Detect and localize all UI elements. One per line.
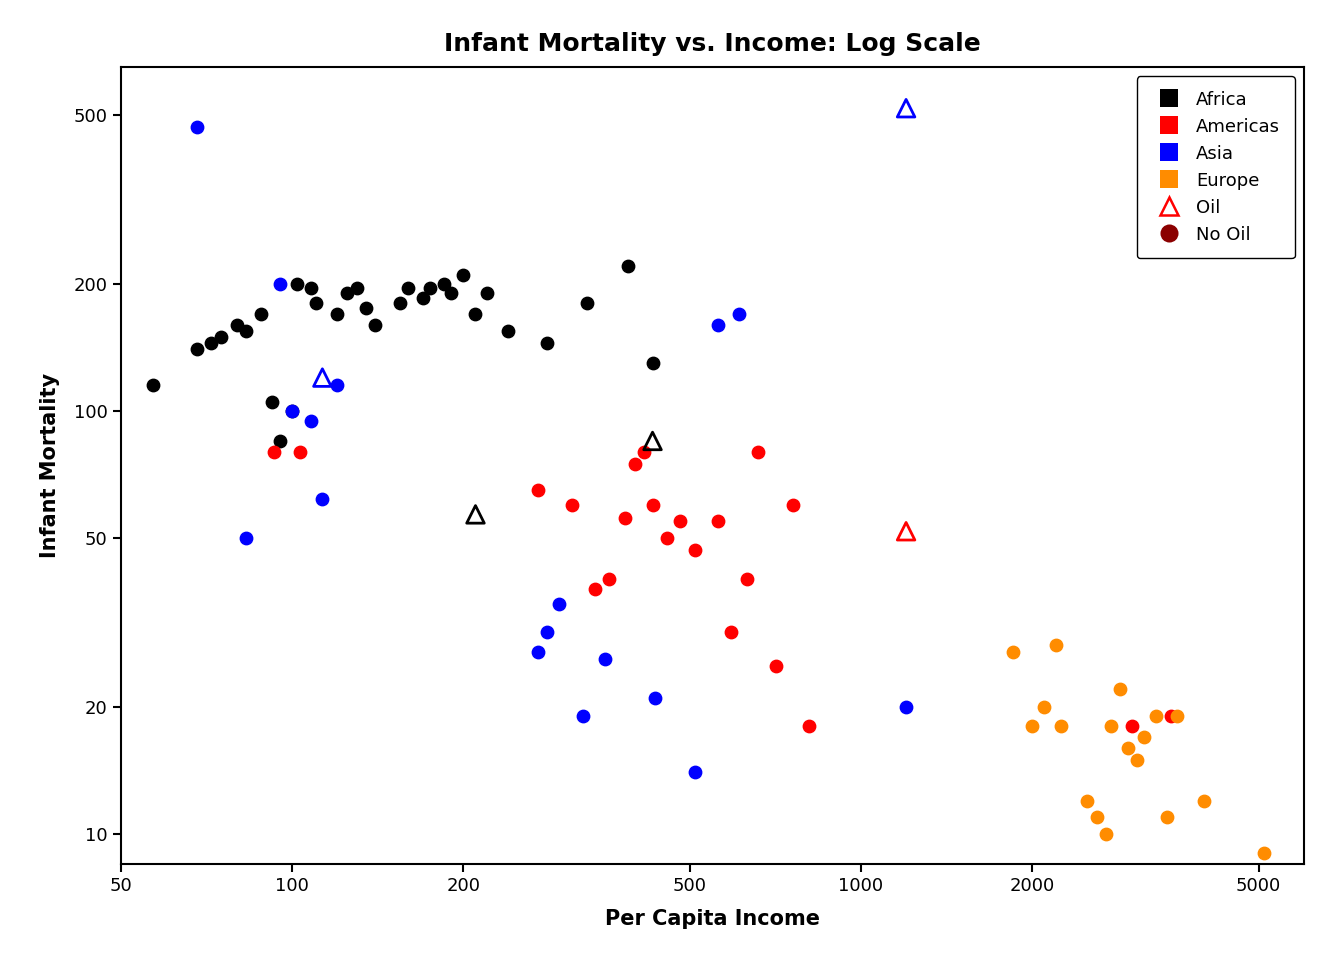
Point: [439, 285, 461, 300]
Point: [536, 335, 558, 350]
Point: [1086, 809, 1107, 825]
Point: [1051, 718, 1073, 733]
Point: [707, 514, 728, 529]
Point: [642, 497, 664, 513]
Point: [269, 433, 290, 448]
Point: [1253, 846, 1274, 861]
Point: [301, 413, 323, 428]
Point: [301, 280, 323, 296]
Point: [560, 497, 582, 513]
Point: [536, 625, 558, 640]
Point: [1003, 644, 1024, 660]
Point: [142, 377, 164, 393]
Point: [269, 276, 290, 292]
Point: [548, 596, 570, 612]
Point: [476, 285, 497, 300]
Point: [642, 355, 664, 371]
Point: [1046, 637, 1067, 653]
Point: [1118, 740, 1140, 756]
Point: [624, 456, 645, 471]
Point: [312, 492, 333, 507]
Point: [895, 523, 917, 539]
Point: [642, 433, 664, 448]
Point: [433, 276, 454, 292]
Point: [312, 370, 333, 385]
Point: [1077, 793, 1098, 808]
Point: [895, 699, 917, 714]
Point: [1156, 809, 1177, 825]
Point: [327, 377, 348, 393]
Point: [1126, 752, 1148, 767]
Point: [305, 296, 327, 311]
Point: [235, 531, 257, 546]
Point: [684, 765, 706, 780]
Point: [737, 572, 758, 588]
Point: [1101, 718, 1122, 733]
Point: [1095, 827, 1117, 842]
Point: [1034, 699, 1055, 714]
Point: [211, 329, 233, 345]
Point: [356, 300, 378, 316]
Point: [1122, 718, 1144, 733]
Point: [336, 285, 358, 300]
Point: [398, 280, 419, 296]
Point: [527, 483, 548, 498]
Point: [728, 306, 750, 322]
Legend: Africa, Americas, Asia, Europe, Oil, No Oil: Africa, Americas, Asia, Europe, Oil, No …: [1137, 76, 1294, 258]
Point: [187, 342, 208, 357]
Point: [281, 403, 302, 419]
Point: [453, 267, 474, 282]
Point: [895, 101, 917, 116]
Title: Infant Mortality vs. Income: Log Scale: Infant Mortality vs. Income: Log Scale: [444, 32, 981, 56]
Point: [200, 335, 222, 350]
Point: [327, 306, 348, 322]
Point: [707, 317, 728, 332]
Point: [1160, 708, 1181, 724]
Point: [577, 296, 598, 311]
Point: [633, 444, 655, 460]
Point: [527, 644, 548, 660]
Point: [465, 306, 487, 322]
Point: [289, 444, 310, 460]
Point: [1145, 708, 1167, 724]
Point: [645, 690, 667, 706]
Point: [747, 444, 769, 460]
Point: [419, 280, 441, 296]
Point: [187, 119, 208, 134]
Point: [235, 323, 257, 338]
Point: [286, 276, 308, 292]
Point: [656, 531, 677, 546]
Point: [684, 542, 706, 558]
Point: [594, 651, 616, 666]
Point: [497, 323, 519, 338]
Point: [250, 306, 271, 322]
X-axis label: Per Capita Income: Per Capita Income: [605, 909, 820, 929]
Point: [598, 572, 620, 588]
Point: [413, 290, 434, 305]
Point: [1021, 718, 1043, 733]
Y-axis label: Infant Mortality: Infant Mortality: [40, 373, 60, 558]
Point: [798, 718, 820, 733]
Point: [766, 659, 788, 674]
Point: [465, 507, 487, 522]
Point: [261, 395, 282, 410]
Point: [583, 581, 605, 596]
Point: [782, 497, 804, 513]
Point: [614, 510, 636, 525]
Point: [669, 514, 691, 529]
Point: [263, 444, 285, 460]
Point: [1167, 708, 1188, 724]
Point: [720, 625, 742, 640]
Point: [347, 280, 368, 296]
Point: [390, 296, 411, 311]
Point: [573, 708, 594, 724]
Point: [226, 317, 247, 332]
Point: [618, 258, 640, 274]
Point: [1192, 793, 1214, 808]
Point: [1109, 682, 1130, 697]
Point: [1134, 729, 1156, 744]
Point: [364, 317, 386, 332]
Point: [281, 403, 302, 419]
